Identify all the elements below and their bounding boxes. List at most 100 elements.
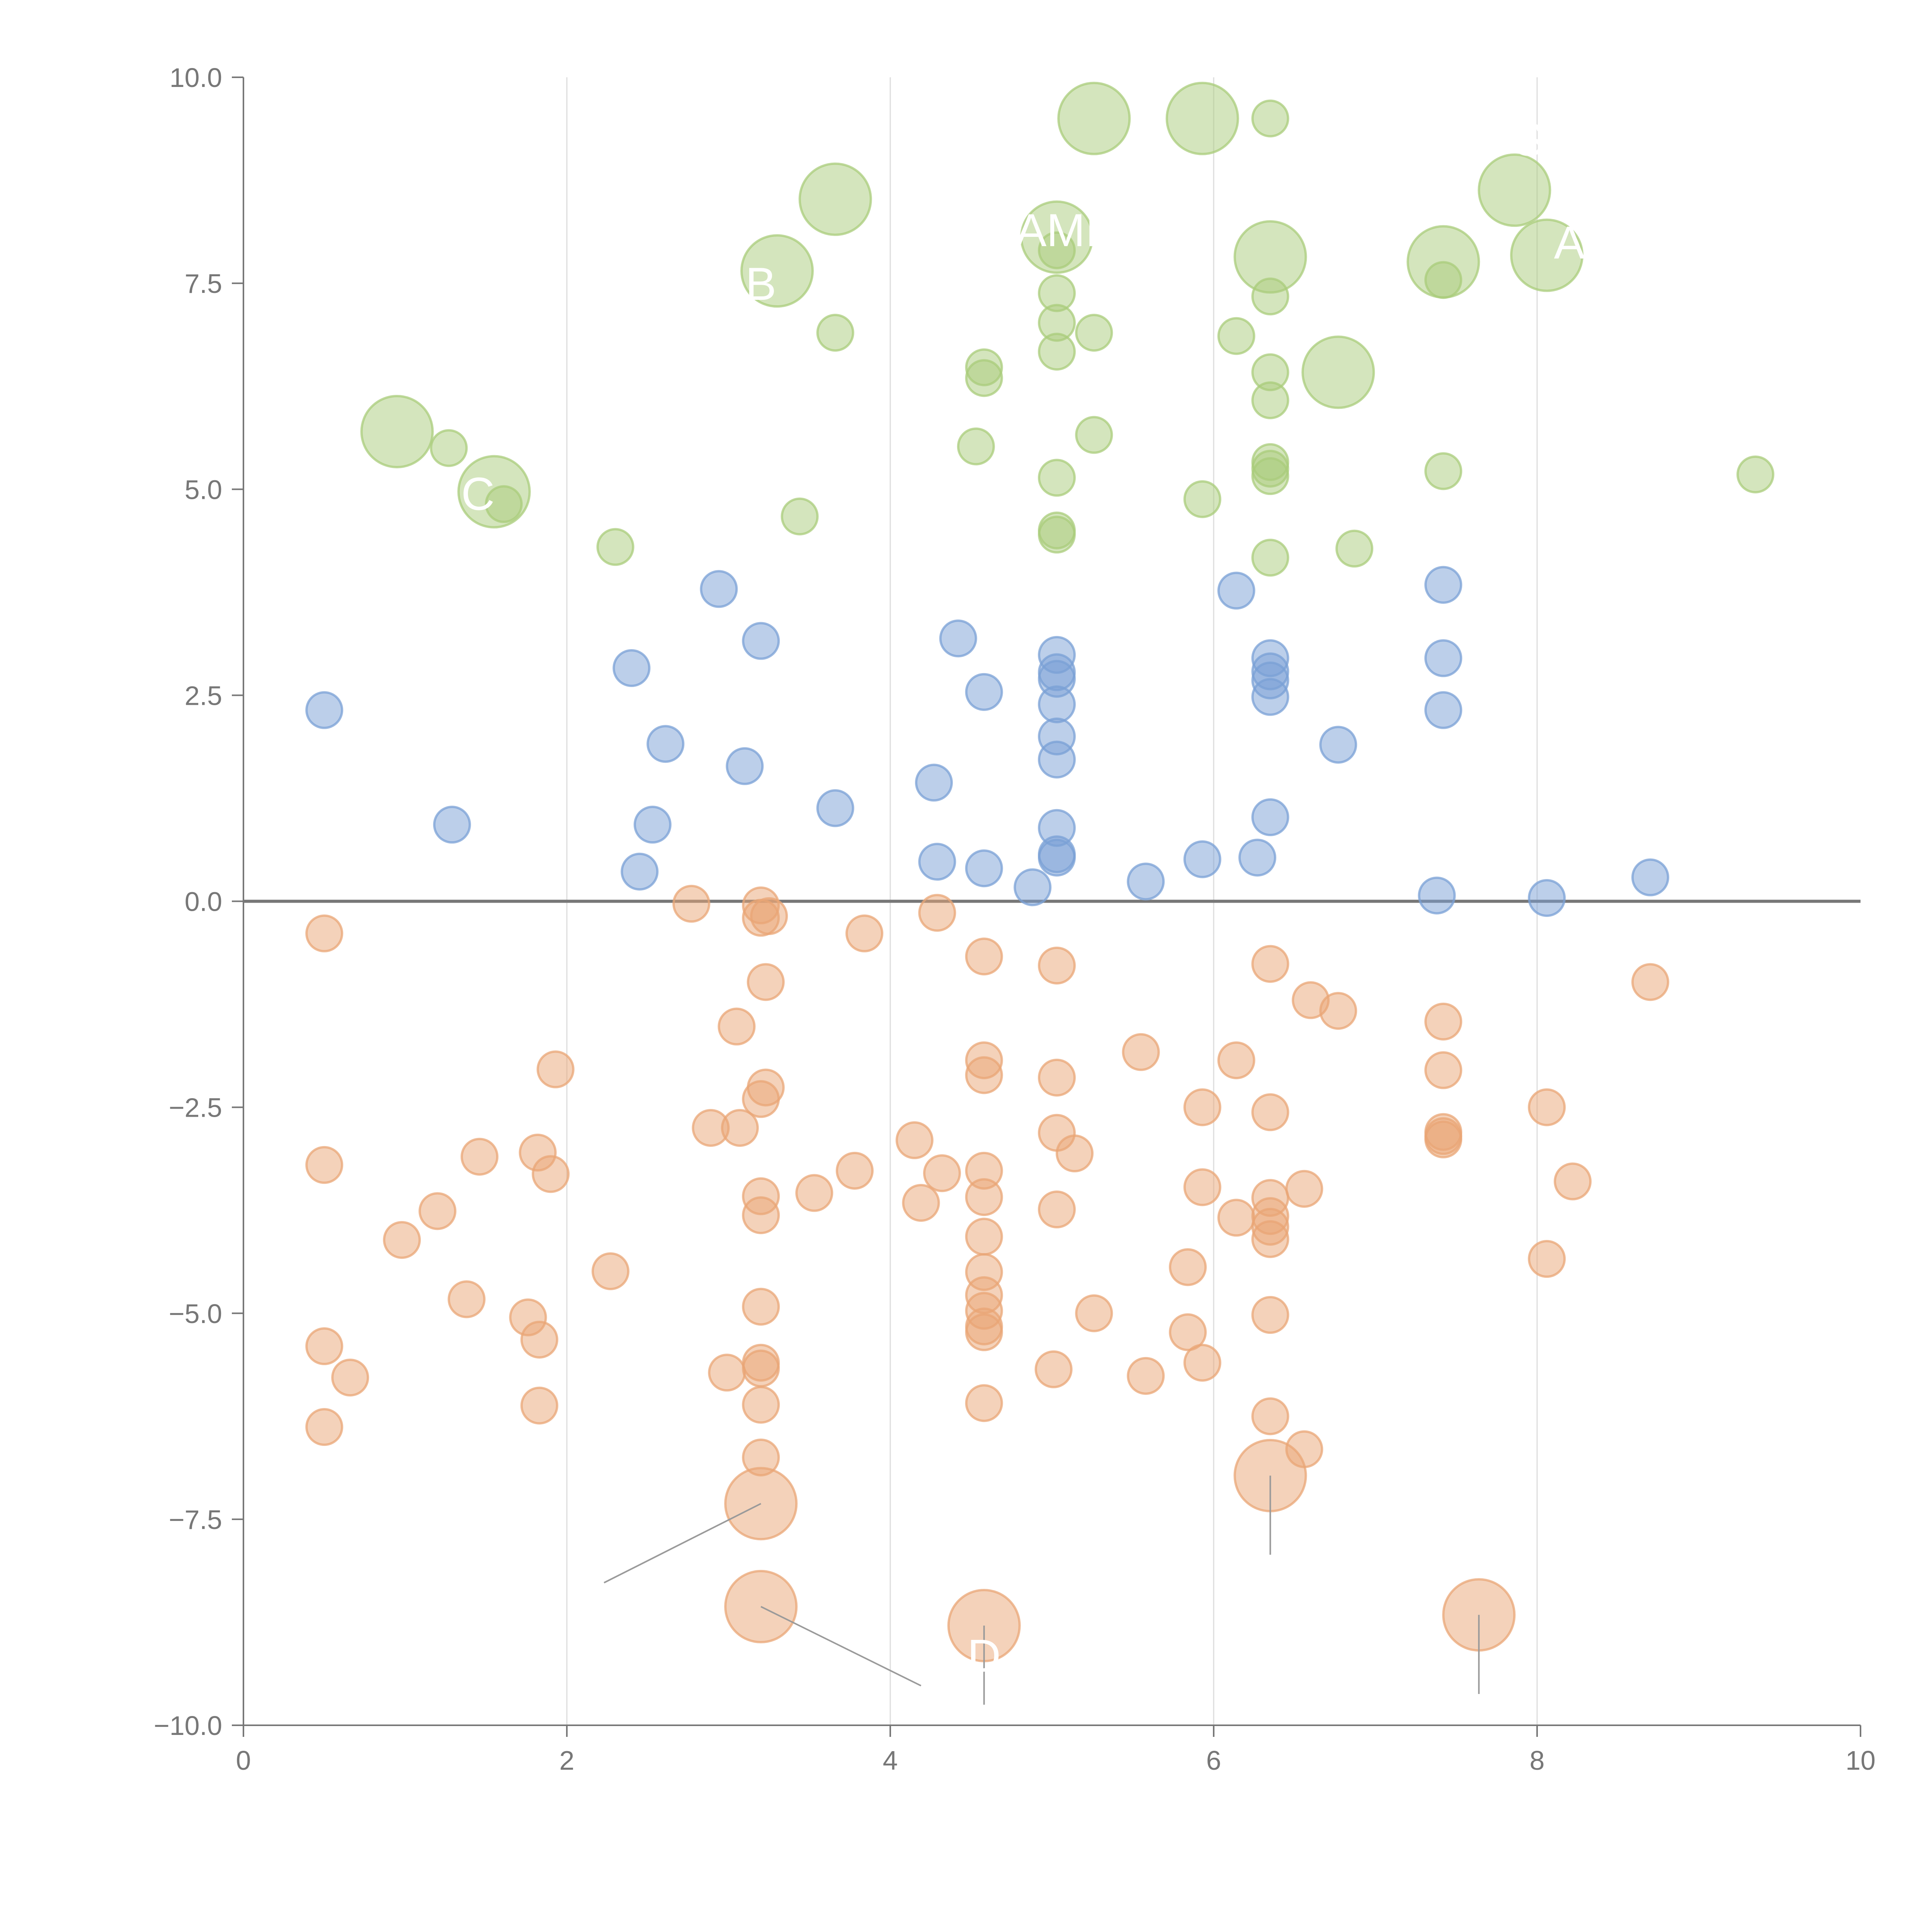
blue-bubble: [1424, 566, 1463, 604]
orange-bubble: [965, 1178, 1003, 1216]
blue-bubble: [1038, 685, 1076, 723]
annotation-label: O: [379, 353, 415, 405]
green-bubble: [1165, 82, 1239, 155]
green-bubble: [1510, 218, 1584, 292]
blue-bubble: [1183, 840, 1221, 878]
orange-bubble: [520, 1320, 558, 1359]
green-bubble: [1736, 455, 1774, 493]
orange-bubble: [1034, 1350, 1073, 1388]
orange-bubble: [1183, 1168, 1221, 1206]
blue-bubble: [1217, 571, 1255, 610]
blue-bubble: [965, 673, 1003, 711]
green-bubble: [1038, 231, 1076, 269]
orange-bubble: [418, 1192, 457, 1230]
orange-bubble: [1217, 1199, 1255, 1237]
orange-bubble: [1285, 1170, 1323, 1208]
blue-bubble: [1424, 691, 1463, 729]
orange-bubble: [1528, 1240, 1566, 1278]
orange-bubble: [1127, 1357, 1165, 1395]
orange-bubble: [902, 1184, 940, 1222]
annotation-label: B: [745, 258, 776, 310]
blue-bubble: [1424, 639, 1463, 677]
orange-bubble: [591, 1252, 629, 1290]
orange-bubble: [461, 1138, 499, 1176]
orange-bubble: [1424, 1002, 1463, 1041]
orange-bubble: [1251, 1220, 1289, 1258]
blue-bubble: [633, 806, 672, 844]
orange-bubble: [1038, 946, 1076, 985]
green-bubble: [816, 314, 854, 352]
tick-labels: 0 2 4 6 8 10 10.0 7.5 5.0 2.5 0.0 −2.5 −5.0 −7.5 −10.0: [154, 63, 1876, 1776]
x-tick-label: 8: [1530, 1745, 1545, 1776]
y-tick-label: 7.5: [185, 269, 222, 299]
annotation-label: D: [967, 1630, 1001, 1682]
blue-bubble: [1528, 879, 1566, 917]
orange-bubble: [795, 1174, 833, 1212]
orange-bubble: [1319, 992, 1357, 1030]
orange-bubble: [965, 1313, 1003, 1351]
annotation-label: A: [1554, 217, 1585, 269]
annotations: O C B AMI AS D: [379, 114, 1585, 1682]
orange-bubble: [1251, 945, 1289, 983]
green-bubble: [1478, 153, 1551, 227]
orange-bubble: [1169, 1248, 1207, 1286]
green-bubble: [740, 234, 814, 308]
orange-bubble: [895, 1121, 934, 1159]
green-bubble: [1251, 99, 1289, 138]
green-bubble: [1251, 457, 1289, 495]
y-tick-label: 2.5: [185, 680, 222, 711]
y-tick-label: −2.5: [169, 1093, 222, 1123]
y-tick-label: −10.0: [154, 1711, 222, 1741]
orange-bubble: [747, 963, 785, 1001]
blue-bubble: [621, 852, 659, 891]
green-bubble: [957, 427, 995, 466]
blue-bubble: [305, 691, 344, 729]
orange-bubble: [742, 1196, 780, 1234]
green-bubble: [360, 395, 434, 468]
green-bubble: [1424, 261, 1463, 299]
blue-bubble: [1127, 862, 1165, 901]
orange-bubble: [742, 1080, 780, 1118]
orange-bubble: [1631, 963, 1669, 1001]
orange-bubble: [1056, 1134, 1094, 1173]
orange-bubble: [331, 1359, 369, 1397]
orange-bubble: [718, 1007, 756, 1046]
y-tick-label: −7.5: [169, 1505, 222, 1535]
blue-bubble: [700, 570, 738, 608]
blue-bubble: [965, 849, 1003, 888]
blue-bubble: [1038, 740, 1076, 779]
blue-bubble: [646, 725, 685, 763]
orange-bubble: [1217, 1041, 1255, 1080]
blue-bubble: [1238, 838, 1276, 877]
blue-bubble: [433, 806, 471, 844]
green-bubble: [1183, 480, 1221, 518]
blue-bubble: [612, 649, 651, 687]
green-bubble: [485, 485, 523, 523]
orange-bubble: [750, 897, 788, 935]
orange-bubble: [1038, 1190, 1076, 1229]
orange-bubble: [923, 1154, 961, 1192]
orange-bubble: [845, 914, 884, 952]
blue-bubble: [1251, 678, 1289, 716]
orange-bubble: [1424, 1051, 1463, 1089]
green-bubble: [596, 528, 634, 566]
orange-bubble: [742, 1349, 780, 1388]
blue-bubble: [915, 764, 953, 802]
blue-bubble: [1014, 868, 1052, 906]
green-bubble: [1424, 452, 1463, 490]
y-tick-label: −5.0: [169, 1299, 222, 1329]
green-bubble: [798, 162, 872, 236]
blue-bubble: [1418, 876, 1456, 915]
orange-bubble: [305, 1408, 344, 1446]
x-tick-label: 2: [560, 1745, 575, 1776]
orange-bubble: [532, 1155, 570, 1193]
y-tick-label: 0.0: [185, 887, 222, 917]
x-tick-label: 10: [1845, 1745, 1876, 1776]
green-bubble: [1038, 515, 1076, 554]
blue-bubble: [742, 622, 780, 660]
orange-bubble: [742, 1287, 780, 1326]
green-bubble: [1217, 317, 1255, 355]
orange-bubble: [536, 1050, 575, 1088]
leader-lines: [604, 1475, 1480, 1705]
